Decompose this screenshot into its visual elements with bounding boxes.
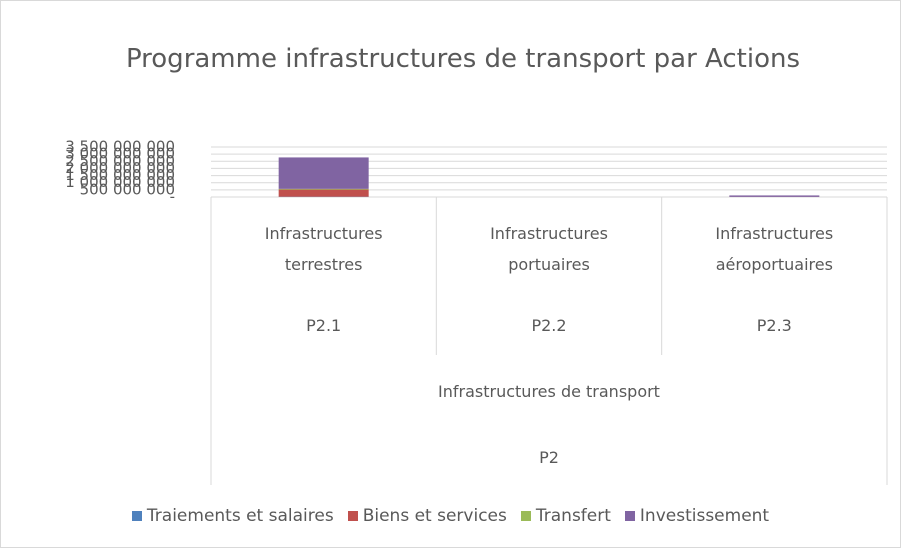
bar-segment [278,157,369,189]
y-tick-label: 1 500 000 000 [65,166,175,184]
x-tick-label: Infrastructures portuaires [490,224,608,274]
legend-swatch [520,511,531,521]
legend-swatch [131,511,142,521]
legend-label: Traiements et salaires [146,506,334,526]
y-tick-label: - [170,188,175,206]
legend-label: Transfert [535,506,611,526]
group-label: Infrastructures de transport [438,382,660,401]
x-tick-code: P2.2 [531,316,567,335]
y-tick-label: 1 000 000 000 [65,173,175,191]
x-tick-code: P2.1 [306,316,342,335]
legend-swatch [347,511,358,521]
y-tick-label: 3 500 000 000 [65,138,175,156]
legend-swatch [624,511,635,521]
bar-segment [729,195,820,197]
legend-item: Transfert [520,506,611,526]
legend-label: Investissement [639,506,770,526]
x-tick-code: P2.3 [756,316,792,335]
legend: Traiements et salaires Biens et services T… [0,506,901,526]
y-tick-label: 3 000 000 000 [65,145,175,163]
bar-segment [278,188,369,190]
legend-item: Biens et services [347,506,507,526]
x-tick-label: Infrastructures aéroportuaires [715,224,834,274]
x-tick-label: Infrastructures terrestres [264,224,383,274]
bar-segment [278,189,369,197]
y-tick-label: 2 500 000 000 [65,152,175,170]
legend-label: Biens et services [362,506,507,526]
legend-item: Traiements et salaires [131,506,334,526]
chart-title: Programme infrastructures de transport p… [125,44,801,74]
group-code: P2 [539,448,559,467]
legend-item: Investissement [624,506,770,526]
y-tick-label: 2 000 000 000 [65,159,175,177]
y-tick-label: 500 000 000 [80,180,175,198]
